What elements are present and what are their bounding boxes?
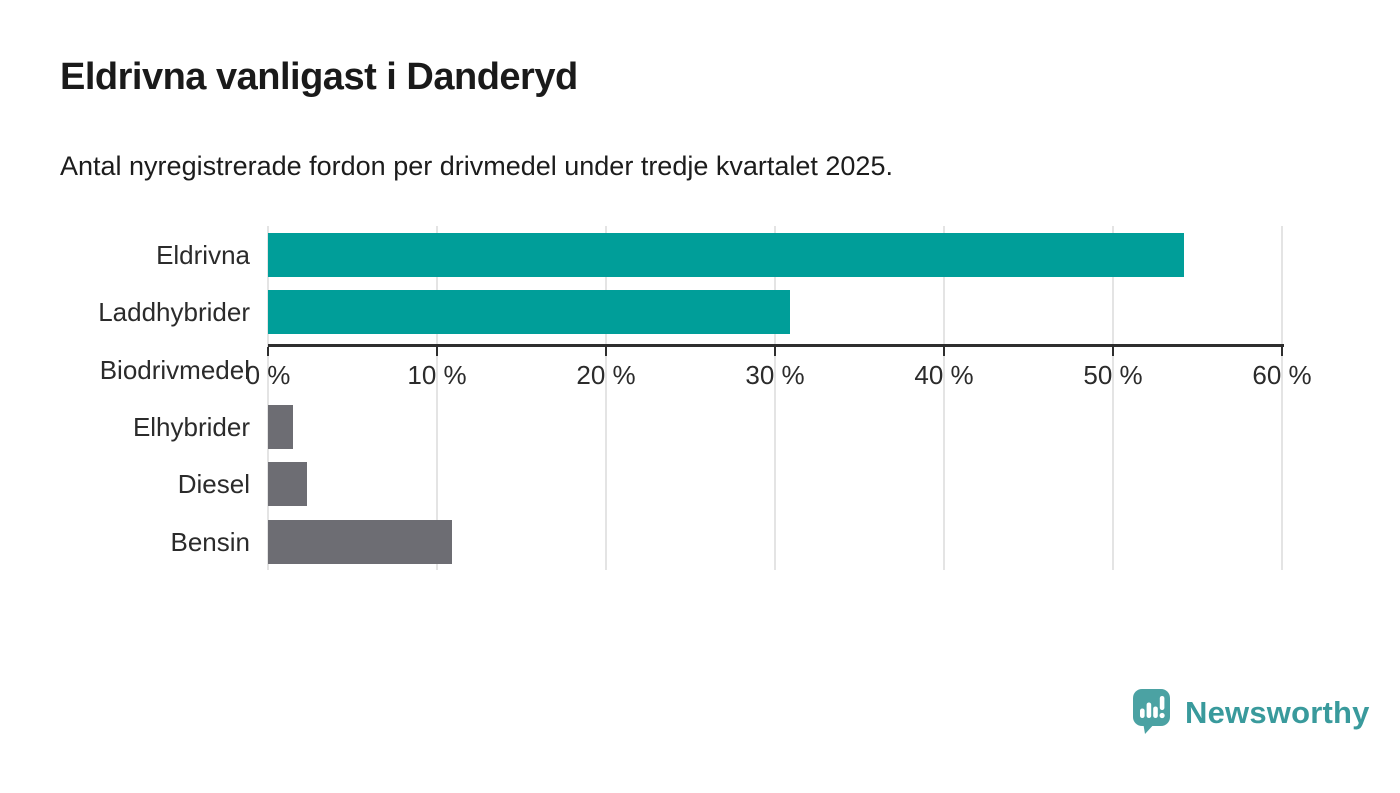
x-tick [943, 347, 945, 356]
bar-diesel [268, 462, 307, 507]
category-label: Biodrivmedel [99, 354, 250, 385]
brand-name: Newsworthy [1185, 695, 1370, 730]
gridline [943, 226, 945, 570]
x-tick-label: 0 % [245, 360, 291, 390]
category-label: Diesel [177, 469, 250, 500]
bar-eldrivna [268, 233, 1184, 277]
gridline [1112, 226, 1114, 570]
x-tick [605, 347, 607, 356]
gridline [1281, 226, 1283, 570]
bar-laddhybrider [268, 290, 791, 335]
bar-bensin [268, 519, 453, 564]
x-axis-line [268, 344, 1284, 347]
x-tick-label: 50 % [1083, 360, 1143, 390]
x-tick-label: 30 % [745, 360, 805, 390]
x-tick-label: 20 % [576, 360, 636, 390]
x-tick [774, 347, 776, 356]
gridline [267, 226, 269, 570]
chart-title: Eldrivna vanligast i Danderyd [60, 56, 578, 98]
plot-area [267, 226, 1283, 570]
x-tick [436, 347, 438, 356]
brand-footer: Newsworthy [1132, 688, 1370, 738]
x-tick [1281, 347, 1283, 356]
category-label: Laddhybrider [98, 297, 250, 328]
x-axis: 0 % 10 % 20 % 30 % 40 % 50 % 60 % [246, 344, 1312, 404]
category-label: Eldrivna [156, 240, 250, 270]
gridline [436, 226, 438, 570]
x-tick-label: 40 % [914, 360, 974, 390]
chart-subtitle: Antal nyregistrerade fordon per drivmede… [60, 151, 893, 181]
bar-elhybrider [268, 405, 294, 450]
gridline [774, 226, 776, 570]
category-label: Elhybrider [132, 412, 250, 443]
newsworthy-speech-bubble-chart-icon [1133, 689, 1170, 734]
x-tick-label: 60 % [1252, 360, 1312, 390]
bar-chart: Eldrivna Laddhybrider Biodrivmedel Elhybrid… [0, 226, 1400, 570]
x-tick [267, 347, 269, 356]
category-label: Bensin [170, 526, 251, 557]
gridline [605, 226, 607, 570]
x-tick [1112, 347, 1114, 356]
x-tick-label: 10 % [407, 360, 467, 390]
